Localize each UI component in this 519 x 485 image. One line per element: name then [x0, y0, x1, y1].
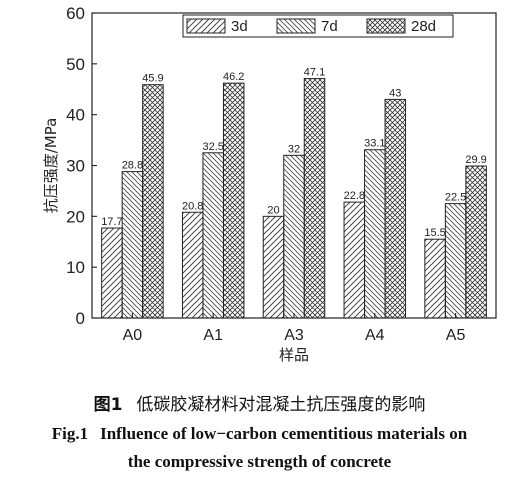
y-tick-label: 60: [66, 4, 85, 23]
data-label: 20: [267, 204, 279, 216]
x-tick-label: A3: [284, 327, 304, 344]
bar-7d-A1: [202, 152, 224, 319]
x-tick-label: A0: [123, 327, 143, 344]
y-axis: 0 10 20 30 40 50 60: [66, 4, 97, 328]
x-tick-label: A4: [365, 327, 385, 344]
legend-swatch-7d: [276, 18, 316, 34]
data-label: 47.1: [304, 67, 325, 79]
data-label: 22.5: [445, 192, 466, 204]
bar-7d-A5: [444, 203, 467, 319]
data-label: 32: [288, 143, 300, 155]
data-label: 20.8: [182, 200, 203, 212]
bar-28d-A5: [465, 165, 487, 319]
y-axis-label: 抗压强度/MPa: [42, 118, 60, 214]
data-label: 43: [389, 87, 401, 99]
bar-28d-A0: [142, 84, 164, 319]
legend-label-28d: 28d: [411, 18, 436, 35]
x-tick-label: A5: [446, 327, 466, 344]
bar-3d-A0: [101, 227, 123, 319]
bar-28d-A4: [384, 98, 407, 319]
y-tick-label: 50: [66, 55, 85, 74]
y-tick-label: 0: [76, 309, 85, 328]
data-label: 22.8: [344, 190, 365, 202]
bar-3d-A1: [181, 211, 204, 319]
x-tick-label: A1: [203, 327, 223, 344]
bar-28d-A3: [303, 78, 326, 319]
data-label: 33.1: [364, 138, 385, 150]
bar-28d-A1: [222, 82, 245, 319]
x-axis: A0 A1 A3 A4 A5: [123, 313, 466, 344]
bar-3d-A3: [262, 215, 285, 319]
caption-cn-text: 低碳胶凝材料对混凝土抗压强度的影响: [136, 395, 426, 415]
caption-en-number: Fig.1: [51, 424, 89, 443]
data-label: 17.7: [101, 216, 122, 228]
y-tick-label: 10: [66, 258, 85, 277]
data-label: 28.8: [122, 160, 143, 172]
bar-7d-A3: [283, 154, 305, 319]
data-label: 45.9: [142, 73, 163, 85]
y-tick-label: 40: [66, 106, 85, 125]
legend-label-7d: 7d: [321, 18, 338, 35]
y-tick-label: 30: [66, 157, 85, 176]
legend-swatch-3d: [186, 18, 226, 34]
data-label: 29.9: [465, 154, 486, 166]
caption-english-line1: Fig.1 Influence of low−carbon cementitiou…: [0, 424, 519, 444]
bars-group: [101, 78, 487, 319]
data-label: 32.5: [202, 141, 223, 153]
y-tick-label: 20: [66, 207, 85, 226]
bar-3d-A5: [424, 238, 446, 319]
caption-cn-number: 图1: [93, 395, 123, 415]
data-label: 46.2: [223, 71, 244, 83]
caption-en-text-line1: Influence of low−carbon cementitious mat…: [100, 424, 468, 443]
legend-swatch-28d: [366, 18, 406, 34]
x-axis-label: 样品: [279, 346, 309, 364]
value-labels-group: 17.7 28.8 45.9 20.8 32.5 46.2 20 32 47.1 22.8 33.1…: [101, 67, 487, 240]
bar-chart: 17.7 28.8 45.9 20.8 32.5 46.2 20 32 47.1 22.8 33.1…: [42, 4, 497, 364]
bar-7d-A4: [364, 149, 386, 319]
bar-3d-A4: [343, 201, 366, 319]
caption-english-line2: the compressive strength of concrete: [127, 452, 392, 471]
legend: 3d 7d 28d: [182, 14, 454, 38]
data-label: 15.5: [424, 227, 445, 239]
bar-7d-A0: [121, 171, 144, 319]
caption-chinese: 图1 低碳胶凝材料对混凝土抗压强度的影响: [0, 390, 519, 415]
legend-label-3d: 3d: [231, 18, 248, 35]
